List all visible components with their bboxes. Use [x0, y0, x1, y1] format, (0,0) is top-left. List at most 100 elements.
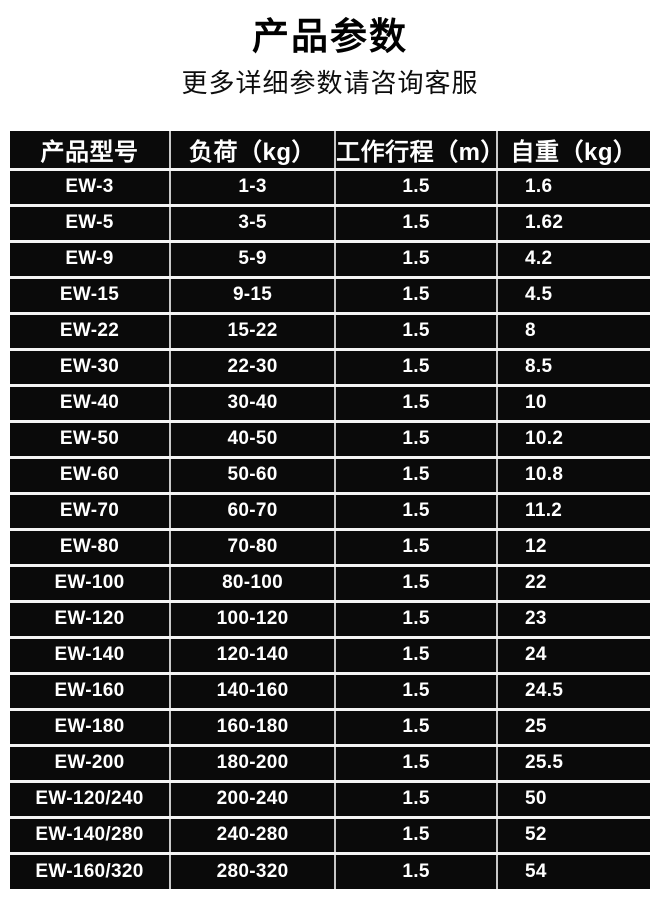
- cell-stroke: 1.5: [334, 851, 498, 889]
- cell-model: EW-200: [10, 743, 170, 781]
- cell-stroke: 1.5: [334, 275, 498, 313]
- table-row: EW-120 100-120 1.5 23: [10, 599, 650, 637]
- table-row: EW-180 160-180 1.5 25: [10, 707, 650, 745]
- cell-stroke: 1.5: [334, 563, 498, 601]
- table-row: EW-30 22-30 1.5 8.5: [10, 347, 650, 385]
- page-subtitle: 更多详细参数请咨询客服: [181, 68, 479, 98]
- cell-stroke: 1.5: [334, 599, 498, 637]
- cell-model: EW-40: [10, 383, 170, 421]
- cell-model: EW-50: [10, 419, 170, 457]
- cell-load: 30-40: [168, 383, 336, 421]
- cell-stroke: 1.5: [334, 671, 498, 709]
- column-header: 工作行程（m）: [334, 131, 498, 169]
- cell-stroke: 1.5: [334, 743, 498, 781]
- cell-load: 50-60: [168, 455, 336, 493]
- table-body: EW-3 1-3 1.5 1.6 EW-5 3-5 1.5 1.62 EW-9 5-9 1.5 4.2…: [10, 167, 650, 889]
- cell-stroke: 1.5: [334, 779, 498, 817]
- cell-model: EW-15: [10, 275, 170, 313]
- table-row: EW-80 70-80 1.5 12: [10, 527, 650, 565]
- cell-weight: 52: [496, 815, 650, 853]
- table-row: EW-40 30-40 1.5 10: [10, 383, 650, 421]
- table-row: EW-50 40-50 1.5 10.2: [10, 419, 650, 457]
- cell-stroke: 1.5: [334, 815, 498, 853]
- cell-load: 200-240: [168, 779, 336, 817]
- cell-model: EW-140: [10, 635, 170, 673]
- table-row: EW-70 60-70 1.5 11.2: [10, 491, 650, 529]
- cell-weight: 8.5: [496, 347, 650, 385]
- table-row: EW-160/320 280-320 1.5 54: [10, 851, 650, 889]
- cell-load: 160-180: [168, 707, 336, 745]
- cell-weight: 25.5: [496, 743, 650, 781]
- cell-load: 140-160: [168, 671, 336, 709]
- page-header: 产品参数 更多详细参数请咨询客服: [0, 0, 660, 100]
- column-header: 产品型号: [40, 138, 139, 166]
- cell-load: 80-100: [168, 563, 336, 601]
- cell-weight: 10.2: [496, 419, 650, 457]
- cell-model: EW-160: [10, 671, 170, 709]
- cell-weight: 50: [496, 779, 650, 817]
- cell-weight: 1.62: [496, 203, 650, 241]
- cell-stroke: 1.5: [334, 311, 498, 349]
- cell-weight: 54: [496, 851, 650, 889]
- cell-weight: 4.2: [496, 239, 650, 277]
- cell-weight: 11.2: [496, 491, 650, 529]
- cell-load: 240-280: [168, 815, 336, 853]
- cell-model: EW-9: [10, 239, 170, 277]
- cell-model: EW-22: [10, 311, 170, 349]
- cell-model: EW-100: [10, 563, 170, 601]
- column-header: 自重（kg）: [496, 131, 650, 169]
- cell-model: EW-180: [10, 707, 170, 745]
- cell-stroke: 1.5: [334, 203, 498, 241]
- cell-weight: 24.5: [496, 671, 650, 709]
- cell-model: EW-3: [10, 167, 170, 205]
- cell-model: EW-160/320: [10, 851, 170, 889]
- cell-stroke: 1.5: [334, 167, 498, 205]
- cell-weight: 25: [496, 707, 650, 745]
- cell-model: EW-60: [10, 455, 170, 493]
- table-row: EW-22 15-22 1.5 8: [10, 311, 650, 349]
- cell-weight: 23: [496, 599, 650, 637]
- cell-weight: 1.6: [496, 167, 650, 205]
- table-row: EW-120/240 200-240 1.5 50: [10, 779, 650, 817]
- cell-model: EW-80: [10, 527, 170, 565]
- cell-stroke: 1.5: [334, 455, 498, 493]
- cell-weight: 12: [496, 527, 650, 565]
- table-row: EW-140/280 240-280 1.5 52: [10, 815, 650, 853]
- cell-model: EW-30: [10, 347, 170, 385]
- cell-stroke: 1.5: [334, 635, 498, 673]
- table-header-row: 产品型号 负荷（kg） 工作行程（m） 自重（kg）: [10, 131, 650, 169]
- cell-model: EW-120/240: [10, 779, 170, 817]
- table-row: EW-140 120-140 1.5 24: [10, 635, 650, 673]
- cell-load: 22-30: [168, 347, 336, 385]
- cell-weight: 10: [496, 383, 650, 421]
- cell-model: EW-70: [10, 491, 170, 529]
- cell-load: 70-80: [168, 527, 336, 565]
- cell-load: 280-320: [168, 851, 336, 889]
- cell-model: EW-140/280: [10, 815, 170, 853]
- cell-weight: 24: [496, 635, 650, 673]
- cell-load: 60-70: [168, 491, 336, 529]
- table-header: 产品型号 负荷（kg） 工作行程（m） 自重（kg）: [10, 131, 650, 169]
- cell-load: 1-3: [168, 167, 336, 205]
- cell-stroke: 1.5: [334, 491, 498, 529]
- cell-weight: 4.5: [496, 275, 650, 313]
- cell-load: 120-140: [168, 635, 336, 673]
- table-row: EW-9 5-9 1.5 4.2: [10, 239, 650, 277]
- table-row: EW-5 3-5 1.5 1.62: [10, 203, 650, 241]
- cell-stroke: 1.5: [334, 527, 498, 565]
- cell-load: 180-200: [168, 743, 336, 781]
- cell-model: EW-120: [10, 599, 170, 637]
- product-spec-table: 产品型号 负荷（kg） 工作行程（m） 自重（kg） EW-3 1-3 1.5 1.6 EW-…: [10, 131, 650, 889]
- cell-stroke: 1.5: [334, 239, 498, 277]
- cell-weight: 10.8: [496, 455, 650, 493]
- cell-model: EW-5: [10, 203, 170, 241]
- cell-load: 40-50: [168, 419, 336, 457]
- page-title: 产品参数: [252, 16, 408, 57]
- table-row: EW-160 140-160 1.5 24.5: [10, 671, 650, 709]
- cell-load: 100-120: [168, 599, 336, 637]
- cell-stroke: 1.5: [334, 383, 498, 421]
- cell-load: 5-9: [168, 239, 336, 277]
- cell-stroke: 1.5: [334, 347, 498, 385]
- table-row: EW-60 50-60 1.5 10.8: [10, 455, 650, 493]
- cell-load: 3-5: [168, 203, 336, 241]
